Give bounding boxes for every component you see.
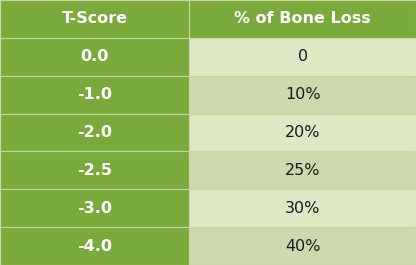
Bar xyxy=(0,76,189,114)
Text: -2.5: -2.5 xyxy=(77,163,112,178)
Bar xyxy=(0,114,189,151)
Bar xyxy=(0,227,189,265)
Bar xyxy=(189,151,416,189)
Text: 25%: 25% xyxy=(285,163,320,178)
Bar xyxy=(0,189,189,227)
Text: % of Bone Loss: % of Bone Loss xyxy=(234,11,371,26)
Bar xyxy=(189,76,416,114)
Bar xyxy=(189,38,416,76)
Bar xyxy=(0,0,189,38)
Text: -3.0: -3.0 xyxy=(77,201,112,216)
Text: 20%: 20% xyxy=(285,125,320,140)
Bar xyxy=(189,189,416,227)
Bar xyxy=(0,151,189,189)
Text: 10%: 10% xyxy=(285,87,320,102)
Text: -2.0: -2.0 xyxy=(77,125,112,140)
Text: -1.0: -1.0 xyxy=(77,87,112,102)
Bar xyxy=(189,0,416,38)
Text: 30%: 30% xyxy=(285,201,320,216)
Text: -4.0: -4.0 xyxy=(77,238,112,254)
Bar xyxy=(189,227,416,265)
Text: 0: 0 xyxy=(297,49,308,64)
Bar xyxy=(0,38,189,76)
Bar xyxy=(189,114,416,151)
Text: 0.0: 0.0 xyxy=(80,49,109,64)
Text: 40%: 40% xyxy=(285,238,320,254)
Text: T-Score: T-Score xyxy=(62,11,128,26)
